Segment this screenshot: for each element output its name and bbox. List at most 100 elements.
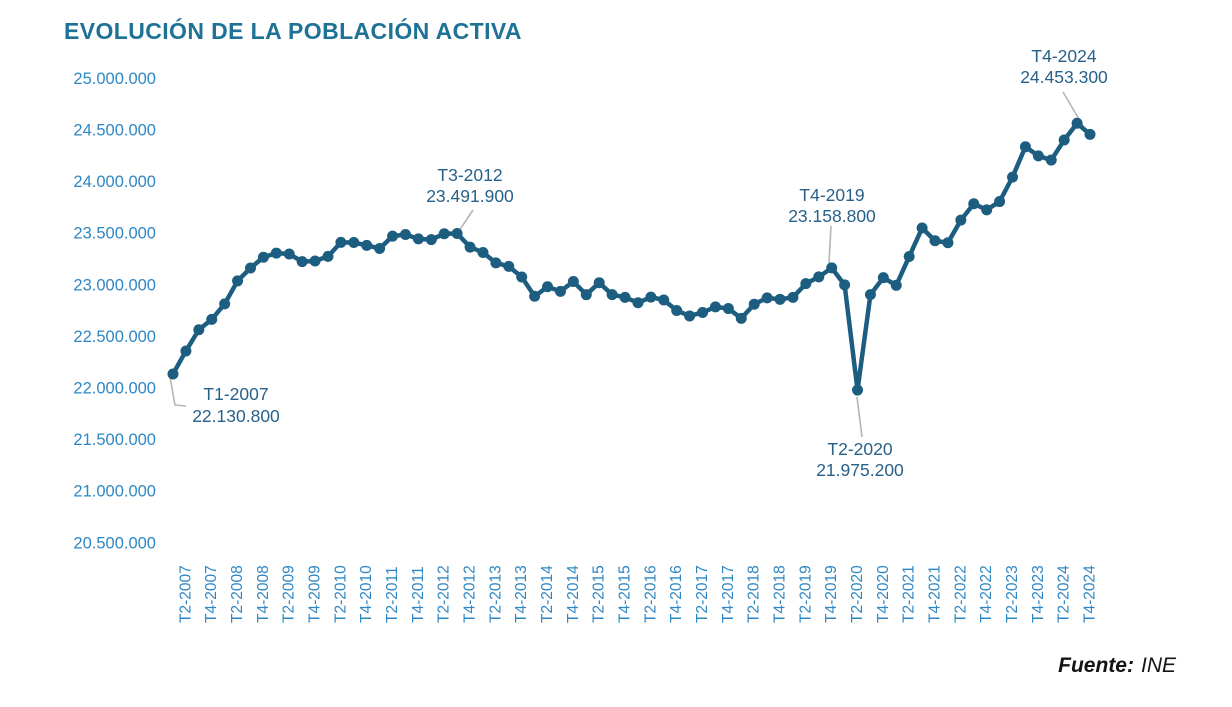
- annotation-value-label: 23.158.800: [788, 206, 876, 226]
- data-point: [826, 262, 838, 274]
- x-axis-label: T4-2008: [255, 565, 272, 623]
- data-point: [348, 237, 360, 249]
- data-point: [955, 214, 967, 226]
- data-point: [257, 251, 269, 263]
- x-axis-label: T2-2019: [797, 565, 814, 623]
- y-axis-label: 24.500.000: [73, 121, 156, 139]
- data-point: [361, 239, 373, 251]
- data-point: [167, 368, 179, 380]
- annotation-value-label: 24.453.300: [1020, 67, 1108, 87]
- y-axis-label: 23.000.000: [73, 276, 156, 294]
- y-axis-label: 24.000.000: [73, 173, 156, 191]
- data-point: [748, 298, 760, 310]
- data-point: [309, 255, 321, 267]
- x-axis-label: T4-2023: [1030, 565, 1047, 623]
- data-point: [632, 297, 644, 309]
- data-point: [335, 236, 347, 248]
- annotation-quarter-label: T1-2007: [203, 384, 268, 404]
- annotation-leader-line: [458, 209, 474, 232]
- x-axis-label: T4-2011: [410, 566, 427, 623]
- data-point: [425, 234, 437, 246]
- annotation-value-label: 22.130.800: [192, 406, 280, 426]
- x-axis-label: T4-2013: [513, 565, 530, 623]
- data-point: [916, 222, 928, 234]
- data-point: [942, 237, 954, 249]
- x-axis-label: T2-2014: [539, 565, 556, 623]
- x-axis-label: T2-2009: [281, 565, 298, 623]
- y-axis-label: 21.500.000: [73, 431, 156, 449]
- source-note: Fuente: INE: [1058, 654, 1176, 678]
- data-point: [671, 305, 683, 317]
- data-point: [852, 384, 864, 396]
- data-point: [684, 310, 696, 322]
- x-axis-label: T2-2012: [436, 565, 453, 623]
- x-axis-label: T4-2009: [307, 565, 324, 623]
- data-point: [645, 291, 657, 303]
- data-point: [554, 285, 566, 297]
- y-axis-label: 22.000.000: [73, 379, 156, 397]
- x-axis-label: T2-2018: [746, 565, 763, 623]
- data-point: [813, 271, 825, 283]
- data-point: [567, 276, 579, 288]
- data-point: [244, 262, 256, 274]
- data-point: [606, 289, 618, 301]
- data-point: [839, 279, 851, 291]
- data-point: [529, 290, 541, 302]
- data-point: [580, 289, 592, 301]
- y-axis-label: 22.500.000: [73, 328, 156, 346]
- annotation-value-label: 21.975.200: [816, 460, 904, 480]
- data-point: [722, 303, 734, 315]
- y-axis-label: 20.500.000: [73, 534, 156, 552]
- data-point: [593, 277, 605, 289]
- x-axis-label: T2-2011: [384, 566, 401, 623]
- x-axis-label: T4-2012: [462, 565, 479, 623]
- data-point: [697, 306, 709, 318]
- annotation-quarter-label: T4-2024: [1031, 46, 1096, 66]
- x-axis-label: T2-2022: [952, 565, 969, 623]
- data-point: [619, 291, 631, 303]
- data-point: [1019, 141, 1031, 153]
- annotation-leader-line: [856, 396, 863, 438]
- x-axis-label: T4-2022: [978, 565, 995, 623]
- data-point: [994, 196, 1006, 208]
- source-label: Fuente:: [1058, 654, 1134, 677]
- y-axis-label: 23.500.000: [73, 225, 156, 243]
- data-point: [1084, 128, 1096, 140]
- x-axis-label: T4-2019: [823, 565, 840, 623]
- y-axis-label: 21.000.000: [73, 483, 156, 501]
- x-axis-label: T2-2015: [591, 565, 608, 623]
- data-point: [412, 233, 424, 245]
- data-point: [322, 250, 334, 262]
- x-axis-label: T4-2007: [203, 565, 220, 623]
- data-point: [516, 271, 528, 283]
- data-point: [399, 229, 411, 241]
- data-point: [283, 248, 295, 260]
- x-axis-label: T4-2024: [1082, 565, 1099, 623]
- annotation-quarter-label: T3-2012: [437, 165, 502, 185]
- x-axis-label: T2-2021: [901, 565, 918, 623]
- x-axis-label: T2-2008: [229, 565, 246, 623]
- data-point: [903, 251, 915, 263]
- x-axis-label: T4-2017: [720, 565, 737, 623]
- data-point: [774, 293, 786, 305]
- x-axis-label: T4-2014: [565, 565, 582, 623]
- data-point: [761, 292, 773, 304]
- x-axis-label: T2-2020: [849, 565, 866, 623]
- x-axis-label: T2-2007: [177, 565, 194, 623]
- data-point: [968, 198, 980, 210]
- annotation-leader-line: [169, 376, 187, 407]
- chart-title: EVOLUCIÓN DE LA POBLACIÓN ACTIVA: [64, 18, 522, 44]
- data-point: [890, 279, 902, 291]
- data-point: [451, 228, 463, 240]
- x-axis-label: T2-2023: [1004, 565, 1021, 623]
- annotation-quarter-label: T2-2020: [827, 439, 892, 459]
- series-line: [170, 121, 1093, 393]
- data-point: [800, 278, 812, 290]
- y-axis-label: 25.000.000: [73, 70, 156, 88]
- x-axis-label: T4-2010: [358, 565, 375, 623]
- line-chart: 25.000.000 24.500.000 24.000.000 23.500.000…: [73, 46, 1108, 623]
- x-axis-label: T2-2010: [332, 565, 349, 623]
- data-point: [387, 230, 399, 242]
- data-point: [180, 345, 192, 357]
- data-point: [981, 204, 993, 216]
